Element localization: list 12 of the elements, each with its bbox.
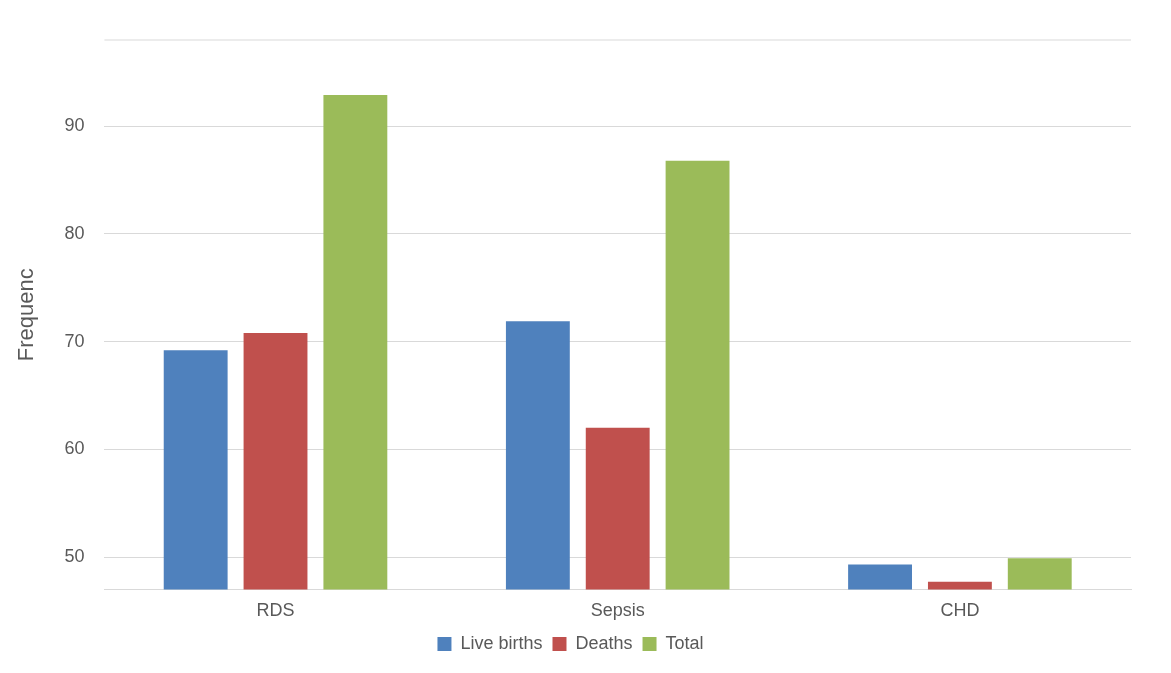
legend-label: Total — [665, 632, 704, 653]
x-tick-label: RDS — [256, 600, 295, 621]
x-tick-label: CHD — [940, 600, 980, 621]
y-tick-label: 90 — [64, 115, 85, 136]
x-tick-label: Sepsis — [590, 600, 645, 621]
y-tick-label: 80 — [64, 222, 85, 243]
y-tick-label: 60 — [64, 438, 85, 459]
legend-label: Deaths — [575, 632, 633, 653]
y-tick-label: 50 — [64, 546, 85, 567]
y-axis-title: Frequenc — [13, 268, 39, 362]
y-tick-label: 70 — [64, 330, 85, 351]
legend-label: Live births — [460, 632, 543, 653]
